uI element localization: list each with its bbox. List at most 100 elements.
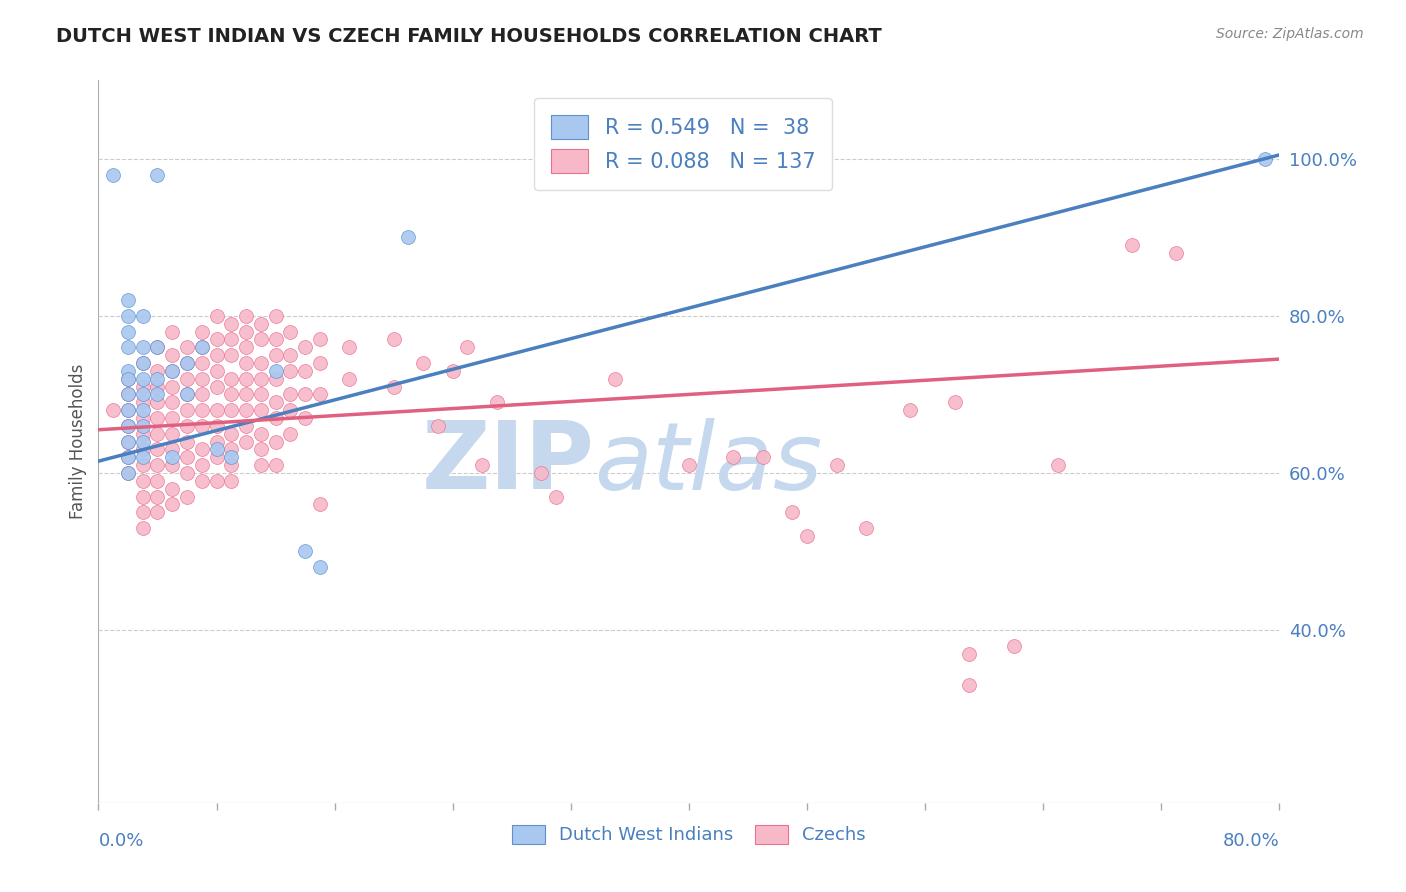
Point <box>132 340 155 354</box>
Point <box>235 418 257 433</box>
Point <box>162 426 183 441</box>
Point <box>117 466 139 480</box>
Point <box>235 387 257 401</box>
Point <box>264 333 287 347</box>
Point <box>132 403 155 417</box>
Point <box>959 647 981 661</box>
Point <box>117 309 139 323</box>
Point <box>205 379 228 393</box>
Point <box>530 466 553 480</box>
Point <box>146 411 169 425</box>
Point <box>250 442 273 457</box>
Point <box>205 418 228 433</box>
Point <box>221 403 243 417</box>
Point <box>117 372 139 386</box>
Point <box>176 356 198 370</box>
Point <box>205 333 228 347</box>
Point <box>1254 152 1277 166</box>
Point <box>250 333 273 347</box>
Point <box>191 340 214 354</box>
Point <box>191 458 214 472</box>
Point <box>146 395 169 409</box>
Point <box>132 356 155 370</box>
Point <box>117 340 139 354</box>
Point <box>191 356 214 370</box>
Point <box>146 168 169 182</box>
Point <box>117 418 139 433</box>
Point <box>132 490 155 504</box>
Point <box>250 372 273 386</box>
Point <box>117 450 139 465</box>
Point <box>959 678 981 692</box>
Point <box>264 395 287 409</box>
Point <box>162 395 183 409</box>
Point <box>162 458 183 472</box>
Point <box>339 340 361 354</box>
Point <box>294 411 316 425</box>
Point <box>176 387 198 401</box>
Point <box>678 458 700 472</box>
Point <box>221 372 243 386</box>
Point <box>280 403 302 417</box>
Point <box>648 168 671 182</box>
Text: ZIP: ZIP <box>422 417 595 509</box>
Point <box>146 474 169 488</box>
Point <box>235 434 257 449</box>
Point <box>221 333 243 347</box>
Point <box>1046 458 1070 472</box>
Point <box>235 325 257 339</box>
Point <box>471 458 494 472</box>
Point <box>546 490 568 504</box>
Point <box>132 309 155 323</box>
Point <box>723 450 745 465</box>
Point <box>191 340 214 354</box>
Point <box>146 490 169 504</box>
Point <box>205 364 228 378</box>
Point <box>132 434 155 449</box>
Point <box>339 372 361 386</box>
Point <box>132 372 155 386</box>
Point <box>398 230 420 244</box>
Point <box>280 387 302 401</box>
Point <box>796 529 818 543</box>
Y-axis label: Family Households: Family Households <box>69 364 87 519</box>
Point <box>382 379 405 393</box>
Point <box>176 372 198 386</box>
Point <box>205 442 228 457</box>
Point <box>162 497 183 511</box>
Point <box>132 458 155 472</box>
Point <box>280 426 302 441</box>
Point <box>221 450 243 465</box>
Point <box>191 372 214 386</box>
Point <box>117 293 139 308</box>
Point <box>205 450 228 465</box>
Point <box>146 340 169 354</box>
Point <box>264 309 287 323</box>
Point <box>132 379 155 393</box>
Point <box>235 340 257 354</box>
Point <box>162 450 183 465</box>
Point <box>264 364 287 378</box>
Point <box>205 348 228 362</box>
Point <box>309 333 332 347</box>
Point <box>264 411 287 425</box>
Point <box>427 418 450 433</box>
Point <box>309 387 332 401</box>
Point <box>146 442 169 457</box>
Point <box>132 474 155 488</box>
Point <box>146 387 169 401</box>
Point <box>235 309 257 323</box>
Point <box>176 450 198 465</box>
Point <box>235 372 257 386</box>
Point <box>146 340 169 354</box>
Text: 80.0%: 80.0% <box>1223 831 1279 850</box>
Point <box>1121 238 1143 252</box>
Point <box>132 505 155 519</box>
Point <box>382 333 405 347</box>
Point <box>176 418 198 433</box>
Point <box>132 521 155 535</box>
Point <box>294 387 316 401</box>
Point <box>294 340 316 354</box>
Point <box>132 418 155 433</box>
Point <box>221 317 243 331</box>
